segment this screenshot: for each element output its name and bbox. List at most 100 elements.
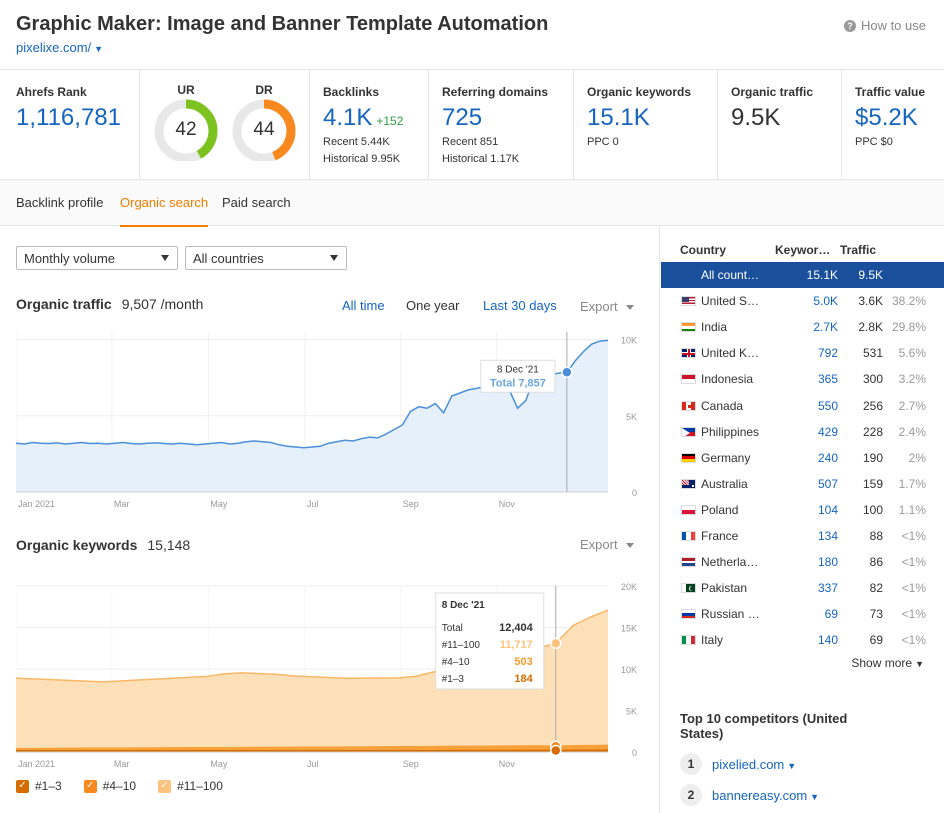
country-row-none[interactable]: All count… 15.1K 9.5K — [661, 262, 944, 288]
country-row-de[interactable]: Germany 240 190 2% — [661, 445, 944, 471]
x-tick-label: Sep — [403, 759, 419, 769]
how-to-use-link[interactable]: ? How to use — [843, 18, 926, 33]
header-country[interactable]: Country — [680, 243, 726, 257]
country-keywords[interactable]: 792 — [817, 346, 838, 361]
country-keywords[interactable]: 5.0K — [813, 294, 838, 309]
tab-organic-search[interactable]: Organic search — [120, 195, 209, 227]
country-keywords[interactable]: 104 — [817, 502, 838, 517]
header-traffic[interactable]: Traffic — [840, 243, 877, 257]
legend-item-top100[interactable]: ✓ #11–100 — [158, 778, 223, 794]
ca-flag-icon — [681, 400, 696, 411]
hover-point — [561, 366, 573, 379]
country-row-au[interactable]: Australia 507 159 1.7% — [661, 471, 944, 497]
organic-keywords-value[interactable]: 15.1K — [587, 104, 650, 131]
countries-select[interactable]: All countries — [185, 246, 347, 270]
legend-item-top3[interactable]: ✓ #1–3 — [16, 778, 62, 794]
header-keywords[interactable]: Keywor… — [775, 243, 831, 257]
pl-flag-icon — [681, 504, 696, 515]
country-row-ca[interactable]: Canada 550 256 2.7% — [661, 393, 944, 419]
country-keywords[interactable]: 240 — [817, 450, 838, 465]
ur-value: 42 — [175, 119, 197, 140]
country-row-us[interactable]: United S… 5.0K 3.6K 38.2% — [661, 288, 944, 314]
country-row-ru[interactable]: Russian … 69 73 <1% — [661, 601, 944, 627]
metric-label: Ahrefs Rank — [16, 85, 87, 99]
country-keywords[interactable]: 180 — [817, 555, 838, 570]
range-last-30-days[interactable]: Last 30 days — [483, 298, 557, 313]
country-row-uk[interactable]: United K… 792 531 5.6% — [661, 340, 944, 366]
competitor-link[interactable]: bannereasy.com ▼ — [712, 788, 819, 803]
country-row-pl[interactable]: Poland 104 100 1.1% — [661, 497, 944, 523]
legend-item-top10[interactable]: ✓ #4–10 — [83, 778, 137, 794]
competitor-link[interactable]: pixelied.com ▼ — [712, 757, 796, 772]
uk-flag-icon — [681, 348, 696, 359]
country-keywords[interactable]: 134 — [817, 529, 838, 543]
ru-flag-icon — [681, 609, 696, 620]
metric-organic-traffic: Organic traffic 9.5K — [718, 70, 842, 180]
organic-traffic-monthly: 9,507 /month — [121, 296, 204, 312]
metric-label: Referring domains — [442, 85, 549, 99]
country-traffic: 190 — [862, 450, 883, 465]
country-row-id[interactable]: Indonesia 365 300 3.2% — [661, 366, 944, 392]
competitor-item[interactable]: 2 bannereasy.com ▼ — [680, 784, 819, 806]
country-keywords[interactable]: 337 — [817, 581, 838, 596]
tab-backlink-profile[interactable]: Backlink profile — [16, 195, 104, 210]
country-row-ph[interactable]: Philippines 429 228 2.4% — [661, 419, 944, 445]
traffic-export-button[interactable]: Export — [580, 299, 634, 314]
country-keywords[interactable]: 2.7K — [813, 320, 838, 335]
country-name: Philippines — [701, 424, 760, 439]
x-tick-label: May — [210, 499, 228, 509]
x-tick-label: Nov — [499, 499, 516, 509]
keywords-export-button[interactable]: Export — [580, 537, 634, 552]
country-keywords[interactable]: 69 — [824, 607, 838, 622]
metric-label: Organic keywords — [587, 85, 692, 99]
x-tick-label: May — [210, 759, 228, 769]
tooltip-row-label: Total — [442, 623, 463, 634]
country-keywords[interactable]: 507 — [817, 476, 838, 491]
country-traffic: 73 — [869, 607, 883, 622]
country-keywords[interactable]: 15.1K — [806, 268, 838, 282]
country-row-it[interactable]: Italy 140 69 <1% — [661, 627, 944, 653]
country-traffic: 86 — [869, 555, 883, 570]
referring-domains-value[interactable]: 725 — [442, 104, 483, 131]
metric-ratings: UR 42 DR 44 — [140, 70, 310, 180]
y-tick-label: 10K — [621, 665, 637, 675]
section-title-text: Organic traffic — [16, 296, 112, 312]
tooltip-row-value: 12,404 — [499, 622, 534, 634]
range-all-time[interactable]: All time — [342, 298, 385, 313]
dr-gauge-ring — [232, 99, 296, 161]
range-one-year[interactable]: One year — [406, 298, 460, 313]
traffic-value-ppc: PPC $0 — [855, 136, 893, 148]
country-row-in[interactable]: India 2.7K 2.8K 29.8% — [661, 314, 944, 340]
country-traffic-share: 38.2% — [891, 294, 926, 309]
chevron-down-icon: ▼ — [787, 760, 797, 771]
metric-referring-domains: Referring domains 725 Recent 851 Histori… — [429, 70, 574, 180]
country-keywords[interactable]: 550 — [817, 398, 838, 413]
country-name: Germany — [701, 450, 751, 465]
country-name: Italy — [701, 633, 724, 648]
backlinks-recent: Recent 5.44K — [323, 136, 390, 148]
country-traffic-share: <1% — [901, 633, 926, 648]
x-tick-label: Jan 2021 — [18, 499, 55, 509]
tab-paid-search[interactable]: Paid search — [222, 195, 291, 210]
country-traffic-share: 5.6% — [898, 346, 926, 361]
country-keywords[interactable]: 140 — [817, 633, 838, 648]
checkbox-checked-icon: ✓ — [16, 779, 29, 793]
country-keywords[interactable]: 429 — [817, 424, 838, 439]
traffic-value-value[interactable]: $5.2K — [855, 104, 918, 131]
domain-link[interactable]: pixelixe.com/▼ — [16, 40, 103, 55]
country-row-pk[interactable]: Pakistan 337 82 <1% — [661, 575, 944, 601]
country-traffic: 300 — [862, 372, 883, 387]
country-keywords[interactable]: 365 — [817, 372, 838, 387]
country-name: All count… — [701, 268, 760, 282]
country-traffic-share: 2.7% — [898, 398, 926, 413]
competitor-item[interactable]: 1 pixelied.com ▼ — [680, 753, 796, 775]
country-row-nl[interactable]: Netherla… 180 86 <1% — [661, 549, 944, 575]
show-more-button[interactable]: Show more ▼ — [851, 656, 924, 670]
legend-label: #4–10 — [102, 779, 137, 793]
organic-traffic-chart[interactable]: 10K 5K 0 Jan 2021 Mar May Jul Sep Nov 8 Dec '21 To… — [16, 326, 646, 516]
ph-flag-icon — [681, 426, 696, 437]
country-row-fr[interactable]: France 134 88 <1% — [661, 523, 944, 549]
backlinks-value[interactable]: 4.1K +152 — [323, 104, 403, 132]
organic-keywords-chart[interactable]: 20K 15K 10K 5K 0 Jan 2021 Mar May Jul Sep Nov 8 Dec… — [16, 576, 646, 776]
volume-select[interactable]: Monthly volume — [16, 246, 178, 270]
